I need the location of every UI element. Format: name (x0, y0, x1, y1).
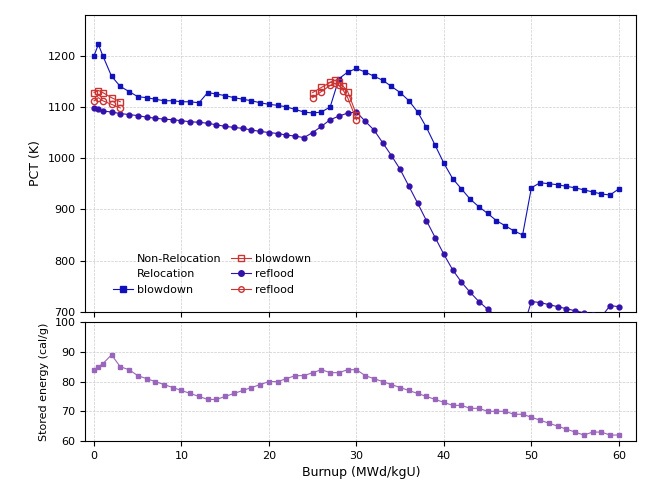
Legend: Non-Relocation, Relocation, blowdown, blowdown , reflood, reflood : Non-Relocation, Relocation, blowdown, bl… (108, 248, 321, 300)
Y-axis label: Stored energy (cal/g): Stored energy (cal/g) (39, 322, 49, 441)
X-axis label: Burnup (MWd/kgU): Burnup (MWd/kgU) (302, 466, 420, 479)
Y-axis label: PCT (K): PCT (K) (29, 140, 42, 186)
